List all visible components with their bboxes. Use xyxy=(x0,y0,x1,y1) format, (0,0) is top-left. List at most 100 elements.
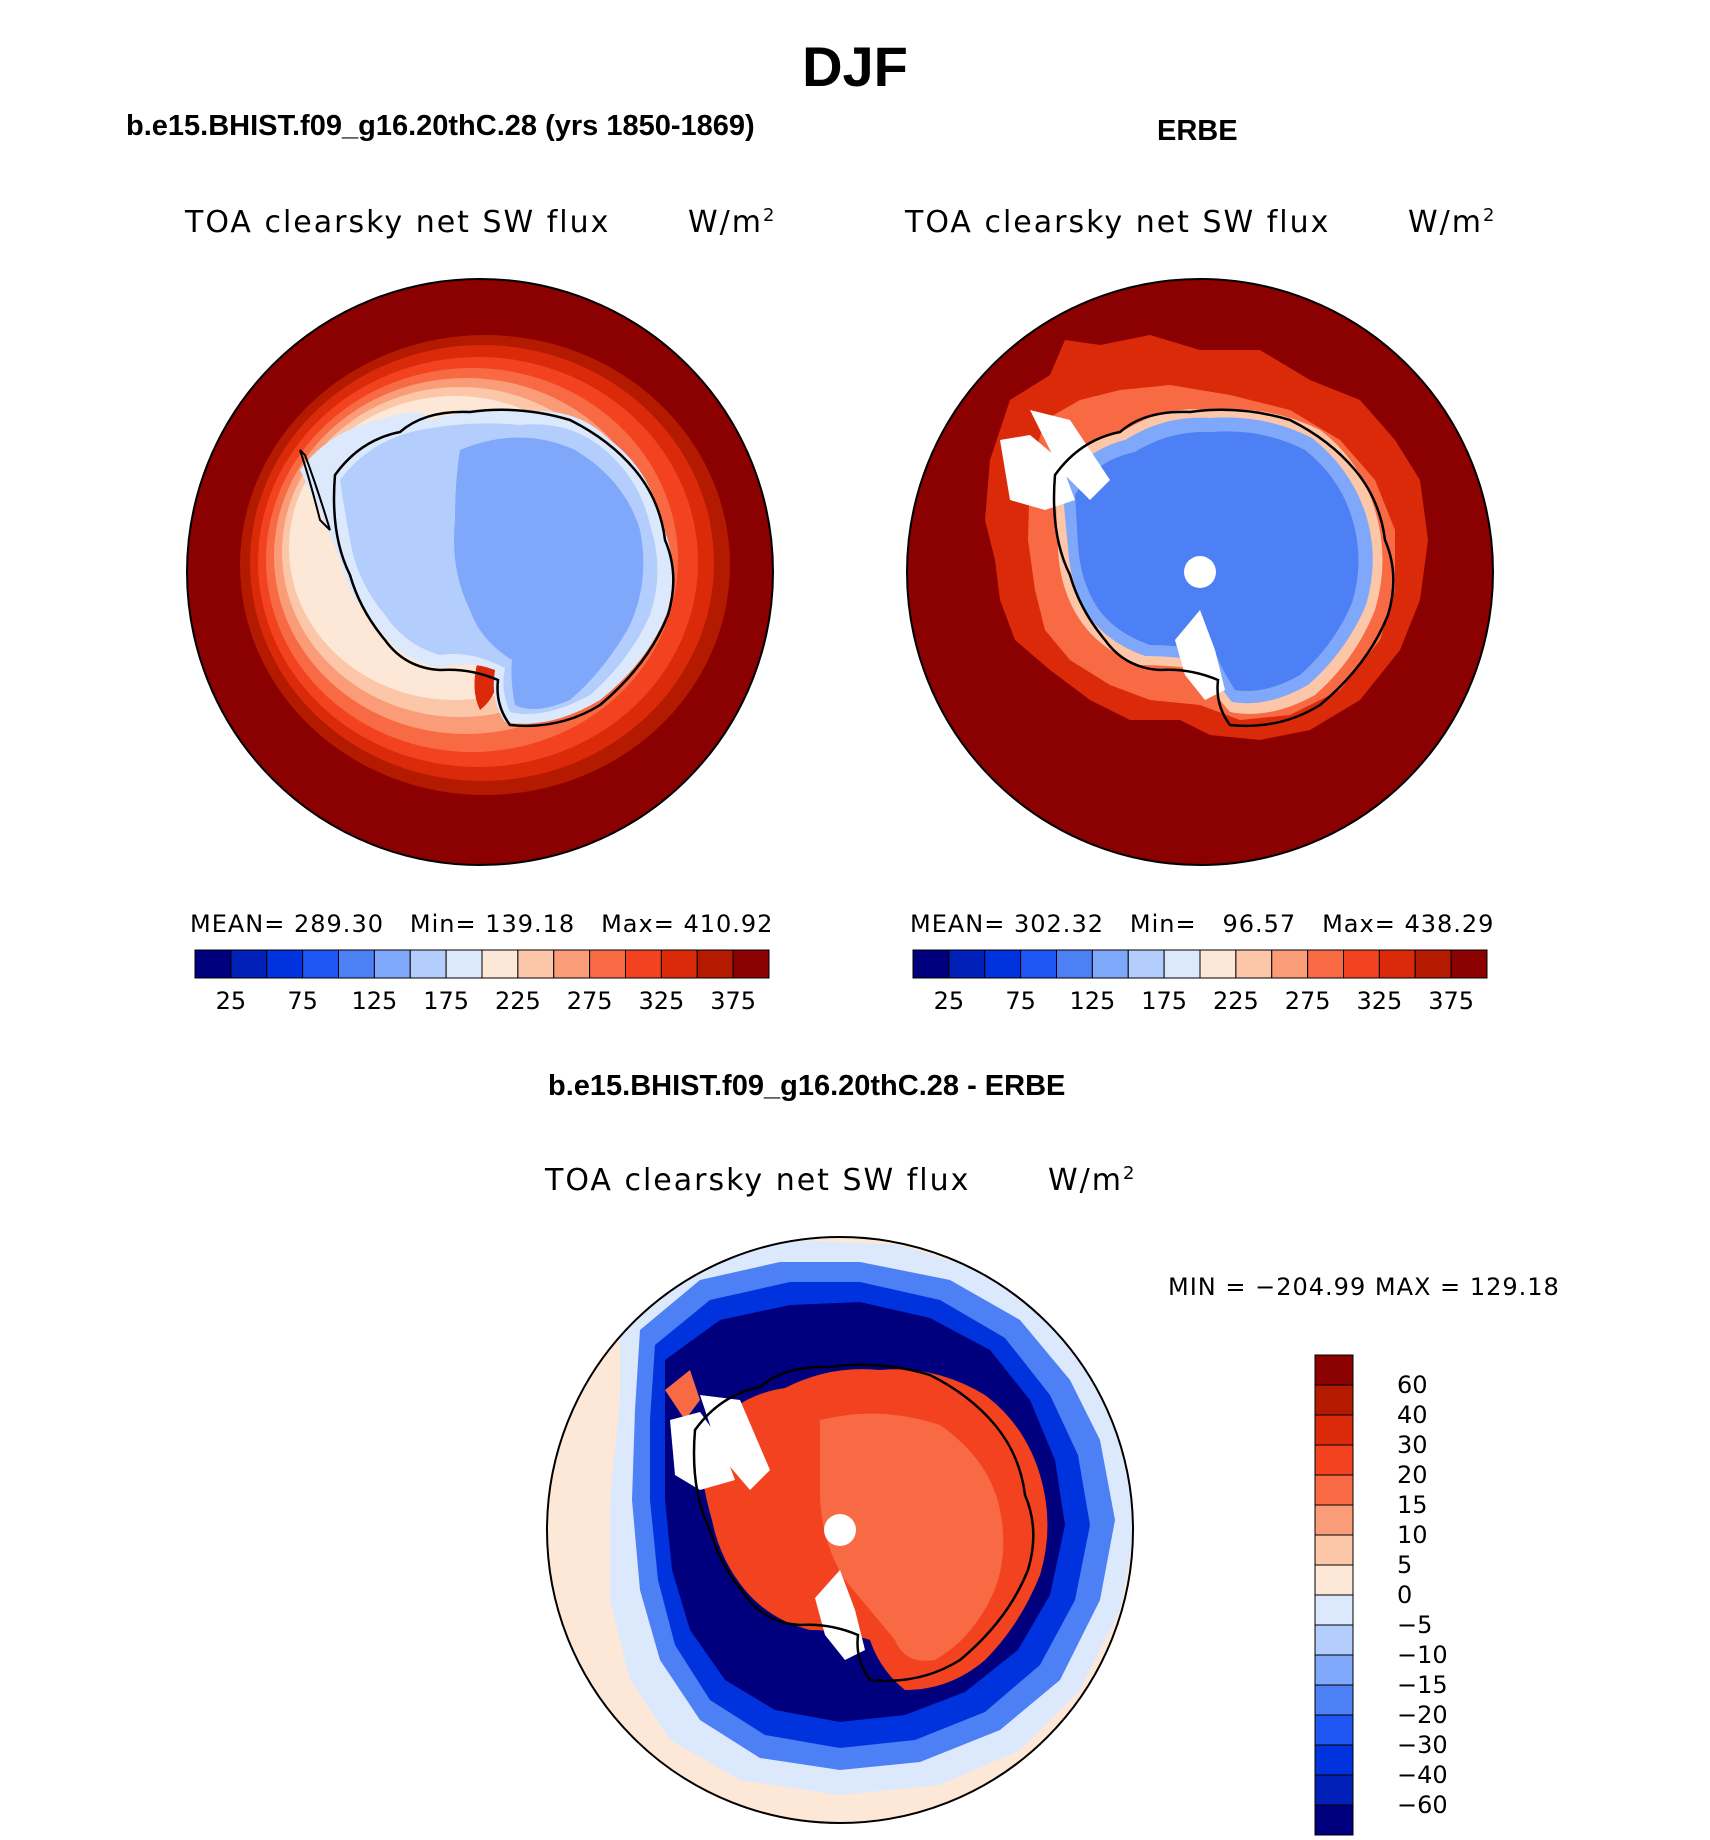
map-boundary xyxy=(906,278,1494,866)
colorbar-tick-label: 275 xyxy=(566,987,613,1015)
colorbar-swatch xyxy=(1314,1414,1354,1446)
stats-obs: MEAN= 302.32 Min= 96.57 Max= 438.29 xyxy=(910,910,1495,938)
colorbar-swatch xyxy=(912,949,950,979)
colorbar-swatch xyxy=(984,949,1022,979)
colorbar-swatch xyxy=(1314,1714,1354,1746)
colorbar-tick-label: 375 xyxy=(710,987,757,1015)
colorbar-tick-label: −20 xyxy=(1397,1701,1448,1729)
map-field-missing xyxy=(670,1412,735,1490)
colorbar-tick-label: 325 xyxy=(638,987,685,1015)
units-label-diff: W/m2 xyxy=(1048,1163,1135,1198)
colorbar-swatch xyxy=(1314,1504,1354,1536)
colorbar-swatch xyxy=(1378,949,1416,979)
units-label-obs: W/m2 xyxy=(1408,205,1495,240)
colorbar-tick-label: 15 xyxy=(1397,1491,1428,1519)
colorbar-tick-label: −30 xyxy=(1397,1731,1448,1759)
colorbar-swatch xyxy=(1314,1594,1354,1626)
colorbar-swatch xyxy=(1127,949,1165,979)
colorbar-swatch xyxy=(1314,1744,1354,1776)
stats-model: MEAN= 289.30 Min= 139.18 Max= 410.92 xyxy=(190,910,774,938)
colorbar-swatch xyxy=(696,949,734,979)
colorbar-tick-label: 125 xyxy=(1069,987,1116,1015)
variable-label-diff: TOA clearsky net SW flux xyxy=(545,1163,971,1198)
page-title: DJF xyxy=(802,35,908,98)
map-boundary xyxy=(546,1236,1134,1824)
colorbar-model xyxy=(194,949,770,979)
colorbar-swatch xyxy=(1314,1684,1354,1716)
colorbar-tick-label: 40 xyxy=(1397,1401,1428,1429)
map-field-ice xyxy=(1075,431,1359,691)
colorbar-tick-label: 30 xyxy=(1397,1431,1428,1459)
coastline xyxy=(299,449,331,531)
colorbar-swatch xyxy=(625,949,662,979)
colorbar-tick-label: 175 xyxy=(423,987,470,1015)
map-field-contour xyxy=(665,1370,700,1420)
colorbar-labels-diff: 60 40 30 20 15 10 5 0 −5 −10 −15 −20 −30 −40 −60 xyxy=(1397,1355,1517,1835)
coastline xyxy=(1052,408,1395,728)
colorbar-tick-label: 60 xyxy=(1397,1371,1428,1399)
map-field-missing xyxy=(700,1395,770,1490)
colorbar-swatch xyxy=(230,949,268,979)
colorbar-swatch xyxy=(1314,1774,1354,1806)
colorbar-swatch xyxy=(338,949,375,979)
colorbar-tick-label: 25 xyxy=(215,987,247,1015)
colorbar-swatch xyxy=(1314,1384,1354,1416)
colorbar-tick-label: 20 xyxy=(1397,1461,1428,1489)
colorbar-swatch xyxy=(1414,949,1452,979)
colorbar-swatch xyxy=(1314,1534,1354,1566)
colorbar-swatch xyxy=(948,949,986,979)
colorbar-obs xyxy=(912,949,1488,979)
colorbar-swatch xyxy=(1163,949,1201,979)
colorbar-swatch xyxy=(517,949,555,979)
colorbar-tick-label: 125 xyxy=(351,987,398,1015)
colorbar-labels-obs: 25 75 125 175 225 275 325 375 xyxy=(913,987,1487,1017)
colorbar-tick-label: −5 xyxy=(1397,1611,1433,1639)
colorbar-tick-label: 325 xyxy=(1356,987,1403,1015)
colorbar-tick-label: −40 xyxy=(1397,1761,1448,1789)
map-field-ice xyxy=(454,437,644,709)
variable-label-obs: TOA clearsky net SW flux xyxy=(905,205,1331,240)
colorbar-swatch xyxy=(445,949,483,979)
colorbar-swatch xyxy=(1314,1804,1354,1836)
colorbar-swatch xyxy=(1020,949,1057,979)
map-boundary xyxy=(186,278,774,866)
colorbar-swatch xyxy=(1450,949,1488,979)
colorbar-labels-model: 25 75 125 175 225 275 325 375 xyxy=(195,987,769,1017)
colorbar-tick-label: −15 xyxy=(1397,1671,1448,1699)
coastline xyxy=(332,408,675,728)
colorbar-swatch xyxy=(660,949,698,979)
colorbar-tick-label: 75 xyxy=(287,987,318,1015)
colorbar-swatch xyxy=(1271,949,1309,979)
stats-diff: MIN = −204.99 MAX = 129.18 xyxy=(1168,1273,1560,1301)
colorbar-swatch xyxy=(266,949,304,979)
colorbar-tick-label: 25 xyxy=(933,987,965,1015)
map-field-missing xyxy=(815,1570,865,1660)
map-field-land xyxy=(820,1413,1004,1661)
colorbar-tick-label: 5 xyxy=(1397,1551,1413,1579)
colorbar-tick-label: 175 xyxy=(1141,987,1188,1015)
map-field-missing xyxy=(1184,556,1216,588)
colorbar-swatch xyxy=(481,949,519,979)
colorbar-swatch xyxy=(373,949,411,979)
colorbar-tick-label: 225 xyxy=(1212,987,1259,1015)
colorbar-swatch xyxy=(1314,1474,1354,1506)
colorbar-swatch xyxy=(1314,1624,1354,1656)
variable-label-model: TOA clearsky net SW flux xyxy=(185,205,611,240)
coastline xyxy=(692,1363,1035,1683)
map-field-missing xyxy=(1030,410,1110,500)
map-field-missing xyxy=(1000,435,1075,510)
colorbar-swatch xyxy=(589,949,626,979)
colorbar-tick-label: −10 xyxy=(1397,1641,1448,1669)
colorbar-swatch xyxy=(553,949,591,979)
colorbar-tick-label: 75 xyxy=(1005,987,1036,1015)
colorbar-tick-label: −60 xyxy=(1397,1791,1448,1819)
colorbar-tick-label: 225 xyxy=(494,987,541,1015)
panel-heading-obs: ERBE xyxy=(1157,115,1238,147)
colorbar-diff xyxy=(1314,1354,1354,1836)
colorbar-swatch xyxy=(1056,949,1093,979)
colorbar-tick-label: 10 xyxy=(1397,1521,1428,1549)
colorbar-tick-label: 375 xyxy=(1428,987,1475,1015)
colorbar-swatch xyxy=(1314,1354,1354,1386)
